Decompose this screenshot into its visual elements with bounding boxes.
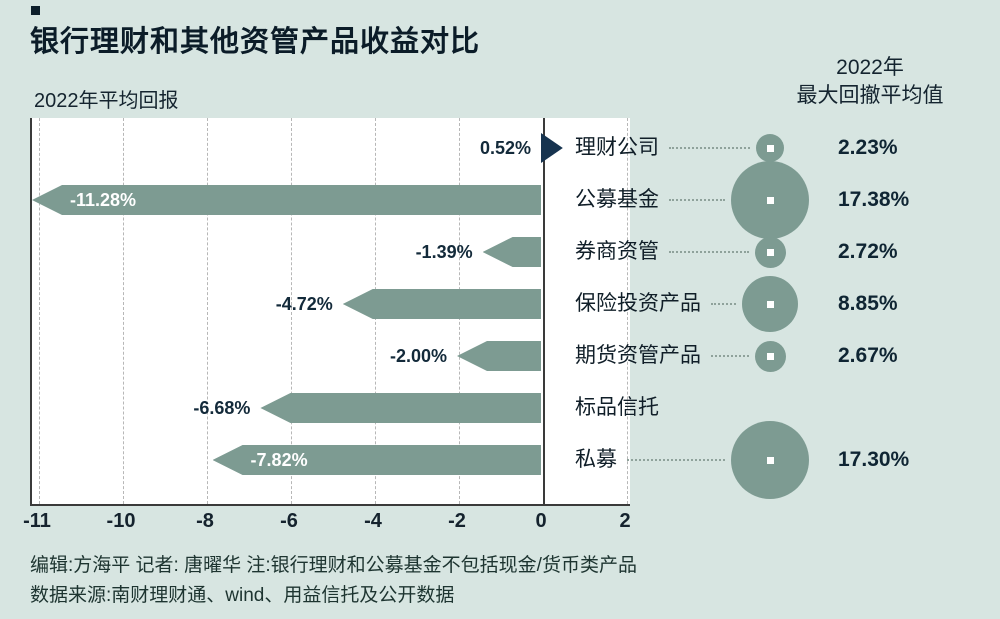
bar-positive xyxy=(541,133,563,163)
chart-row: -11.28% 公募基金 17.38% xyxy=(0,161,1000,239)
drawdown-value-label: 8.85% xyxy=(838,292,898,315)
bar-value-label: -11.28% xyxy=(70,190,137,210)
footer: 编辑:方海平 记者: 唐曜华 注:银行理财和公募基金不包括现金/货币类产品 数据… xyxy=(30,551,637,611)
bar-negative xyxy=(457,341,541,371)
bubble-center-dot xyxy=(766,196,774,204)
drawdown-value-label: 2.67% xyxy=(838,344,898,367)
bar-value-label: -6.68% xyxy=(193,398,251,418)
left-axis-title: 2022年平均回报 xyxy=(34,90,179,112)
bar-negative xyxy=(212,445,541,475)
drawdown-bubble xyxy=(731,421,809,499)
chart-row: -1.39% 券商资管 2.72% xyxy=(0,226,1000,278)
chart-row: 0.52% 理财公司 2.23% xyxy=(0,122,1000,174)
leader-line xyxy=(711,355,749,357)
leader-line xyxy=(669,199,725,201)
gridline xyxy=(39,118,40,504)
bar-value-label: -4.72% xyxy=(275,294,333,314)
x-axis-tick-label: -11 xyxy=(23,510,51,532)
category-label: 私募 xyxy=(575,448,617,471)
drawdown-value-label: 17.38% xyxy=(838,188,910,211)
bar-value-label: -1.39% xyxy=(415,242,473,262)
chart-row: -2.00% 期货资管产品 2.67% xyxy=(0,330,1000,382)
x-axis-tick-label: 2 xyxy=(619,510,631,532)
x-axis-tick-label: -4 xyxy=(364,510,382,532)
bar-value-label: -2.00% xyxy=(389,346,447,366)
gridline xyxy=(291,118,292,504)
drawdown-bubble xyxy=(742,276,798,332)
right-header-line2: 最大回撤平均值 xyxy=(796,84,944,107)
chart-row: -4.72% 保险投资产品 8.85% xyxy=(0,276,1000,332)
footer-source: 数据来源:南财理财通、wind、用益信托及公开数据 xyxy=(30,585,455,606)
drawdown-value-label: 2.23% xyxy=(838,136,898,159)
category-label: 标品信托 xyxy=(575,396,659,419)
bubble-center-dot xyxy=(766,352,774,360)
x-axis: -11 -10 -8 -6 -4 -2 0 2 xyxy=(0,510,1000,536)
drawdown-bubble xyxy=(756,134,784,162)
drawdown-value-label: 17.30% xyxy=(838,448,910,471)
drawdown-bubble xyxy=(754,236,786,268)
x-axis-tick-label: -6 xyxy=(280,510,298,532)
right-header-line1: 2022年 xyxy=(836,56,904,79)
category-label: 期货资管产品 xyxy=(575,344,701,367)
chart-rows: 0.52% 理财公司 2.23% -11.28% 公募基金 17.38% -1.39% 券商资… xyxy=(0,122,1000,499)
bar-value-label: 0.52% xyxy=(479,138,531,158)
bubble-center-dot xyxy=(766,144,774,152)
category-label: 公募基金 xyxy=(575,188,659,211)
bubble-center-dot xyxy=(766,300,774,308)
leader-line xyxy=(627,459,725,461)
bar-value-label: -7.82% xyxy=(250,450,308,470)
drawdown-bubble xyxy=(754,340,786,372)
leader-line xyxy=(669,251,749,253)
leader-line xyxy=(711,303,736,305)
x-axis-tick-label: -10 xyxy=(106,510,136,532)
drawdown-bubble xyxy=(731,161,809,239)
chart-title: 银行理财和其他资管产品收益对比 xyxy=(30,26,481,58)
gridline xyxy=(627,118,628,504)
footer-credits: 编辑:方海平 记者: 唐曜华 注:银行理财和公募基金不包括现金/货币类产品 xyxy=(30,555,637,576)
category-label: 保险投资产品 xyxy=(575,292,701,315)
drawdown-value-label: 2.72% xyxy=(838,240,898,263)
bubble-center-dot xyxy=(766,248,774,256)
chart-row: -7.82% 私募 17.30% xyxy=(0,421,1000,499)
bar-negative xyxy=(260,393,541,423)
title-bullet-marker xyxy=(31,6,40,15)
bar-negative xyxy=(482,237,541,267)
bar-negative xyxy=(32,185,541,215)
x-axis-tick-label: -2 xyxy=(448,510,466,532)
zero-axis-line xyxy=(543,118,545,504)
leader-line xyxy=(669,147,750,149)
category-label: 券商资管 xyxy=(575,240,659,263)
category-label: 理财公司 xyxy=(575,136,659,159)
x-axis-tick-label: -8 xyxy=(196,510,214,532)
bar-negative xyxy=(342,289,541,319)
bubble-center-dot xyxy=(766,456,774,464)
gridline xyxy=(207,118,208,504)
gridline xyxy=(123,118,124,504)
chart-row: -6.68% 标品信托 xyxy=(0,382,1000,434)
right-column-header: 2022年 最大回撤平均值 xyxy=(756,54,984,110)
x-axis-tick-label: 0 xyxy=(535,510,547,532)
